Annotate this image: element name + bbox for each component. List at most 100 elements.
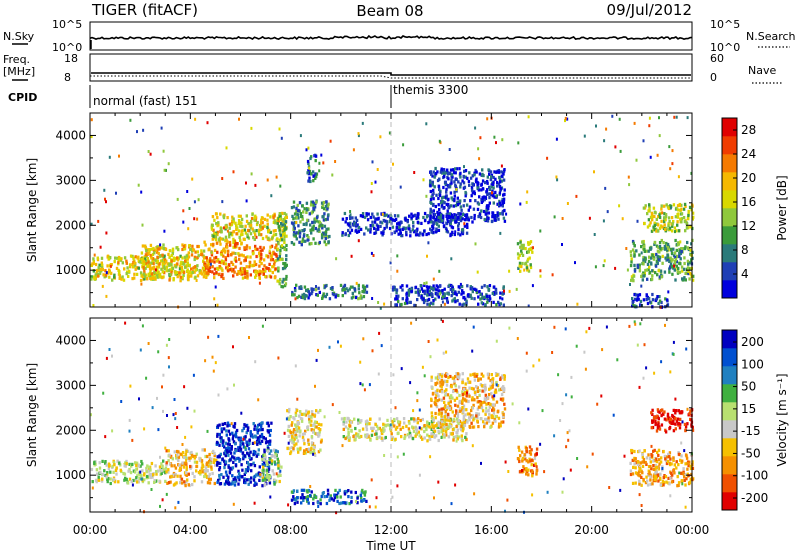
scatter-cell bbox=[486, 192, 489, 196]
scatter-cell bbox=[109, 481, 112, 486]
scatter-cell bbox=[292, 441, 295, 445]
scatter-cell bbox=[292, 200, 296, 204]
scatter-cell bbox=[307, 236, 310, 240]
scatter-cell bbox=[671, 222, 674, 226]
scatter-cell bbox=[460, 208, 463, 212]
scatter-cell bbox=[643, 247, 646, 252]
scatter-cell bbox=[529, 450, 532, 454]
scatter-cell bbox=[223, 466, 226, 470]
scatter-cell bbox=[266, 445, 270, 449]
scatter-cell bbox=[163, 258, 167, 262]
scatter-cell bbox=[253, 424, 257, 428]
scatter-cell bbox=[100, 479, 104, 483]
scatter-cell bbox=[442, 169, 445, 173]
scatter-cell bbox=[531, 474, 534, 478]
scatter-cell bbox=[333, 496, 337, 500]
scatter-cell bbox=[173, 258, 176, 262]
scatter-cell bbox=[686, 266, 690, 270]
scatter-cell bbox=[185, 254, 188, 258]
scatter-cell bbox=[437, 412, 440, 416]
scatter-cell bbox=[228, 432, 232, 436]
scatter-cell bbox=[266, 222, 269, 226]
scatter-cell bbox=[237, 482, 240, 486]
scatter-cell bbox=[680, 217, 684, 221]
scatter-cell bbox=[228, 226, 231, 230]
scatter-cell bbox=[492, 175, 495, 180]
scatter-cell bbox=[307, 449, 310, 454]
scatter-cell bbox=[205, 271, 208, 275]
scatter-cell bbox=[466, 420, 469, 424]
scatter-cell bbox=[432, 418, 435, 422]
scatter-cell bbox=[396, 297, 399, 301]
scatter-cell bbox=[395, 229, 398, 233]
scatter-cell bbox=[297, 224, 300, 228]
noise-cell bbox=[226, 229, 229, 233]
scatter-cell bbox=[266, 477, 269, 481]
scatter-cell bbox=[244, 275, 247, 279]
scatter-cell bbox=[460, 434, 463, 438]
scatter-cell bbox=[245, 265, 248, 269]
scatter-cell bbox=[305, 409, 308, 413]
scatter-cell bbox=[310, 200, 313, 204]
scatter-cell bbox=[123, 464, 126, 468]
scatter-cell bbox=[681, 269, 684, 273]
scatter-cell bbox=[529, 452, 533, 456]
scatter-cell bbox=[232, 217, 235, 221]
scatter-cell bbox=[269, 449, 273, 453]
scatter-cell bbox=[320, 236, 324, 240]
scatter-cell bbox=[112, 461, 116, 465]
scatter-cell bbox=[446, 212, 449, 216]
scatter-cell bbox=[278, 212, 281, 216]
scatter-cell bbox=[125, 261, 128, 265]
scatter-cell bbox=[215, 222, 218, 226]
scatter-cell bbox=[423, 211, 427, 216]
scatter-cell bbox=[156, 259, 160, 264]
scatter-cell bbox=[651, 253, 654, 257]
noise-cell bbox=[500, 164, 503, 168]
scatter-cell bbox=[446, 209, 449, 213]
scatter-cell bbox=[654, 421, 657, 426]
scatter-cell bbox=[426, 302, 429, 306]
scatter-cell bbox=[100, 256, 104, 260]
scatter-cell bbox=[243, 472, 246, 476]
scatter-cell bbox=[154, 258, 157, 262]
scatter-cell bbox=[344, 220, 347, 224]
scatter-cell bbox=[188, 244, 191, 248]
scatter-cell bbox=[132, 469, 136, 473]
scatter-cell bbox=[324, 218, 328, 222]
scatter-cell bbox=[422, 300, 426, 305]
scatter-cell bbox=[168, 262, 171, 266]
noise-cell bbox=[213, 297, 216, 301]
scatter-cell bbox=[256, 425, 259, 429]
noise-cell bbox=[575, 194, 578, 198]
scatter-cell bbox=[487, 298, 490, 302]
scatter-cell bbox=[300, 501, 303, 505]
colorbar-swatch bbox=[722, 172, 737, 191]
scatter-cell bbox=[453, 414, 456, 418]
scatter-cell bbox=[489, 425, 492, 429]
scatter-cell bbox=[239, 214, 242, 218]
scatter-cell bbox=[371, 220, 374, 224]
scatter-cell bbox=[303, 294, 307, 298]
scatter-cell bbox=[630, 451, 633, 455]
scatter-cell bbox=[260, 262, 263, 266]
scatter-cell bbox=[98, 267, 101, 272]
scatter-cell bbox=[451, 286, 454, 290]
scatter-cell bbox=[387, 214, 390, 218]
scatter-cell bbox=[310, 211, 313, 215]
scatter-cell bbox=[658, 213, 661, 217]
scatter-cell bbox=[164, 466, 168, 470]
scatter-cell bbox=[633, 263, 636, 267]
scatter-cell bbox=[521, 469, 524, 473]
noise-cell bbox=[162, 149, 165, 153]
scatter-cell bbox=[281, 245, 285, 250]
scatter-cell bbox=[302, 488, 306, 492]
noise-cell bbox=[99, 271, 102, 275]
scatter-cell bbox=[678, 254, 681, 259]
scatter-cell bbox=[217, 238, 221, 242]
scatter-cell bbox=[210, 243, 213, 247]
scatter-cell bbox=[224, 460, 228, 464]
scatter-cell bbox=[422, 297, 425, 301]
scatter-cell bbox=[308, 420, 311, 424]
scatter-cell bbox=[484, 218, 488, 222]
